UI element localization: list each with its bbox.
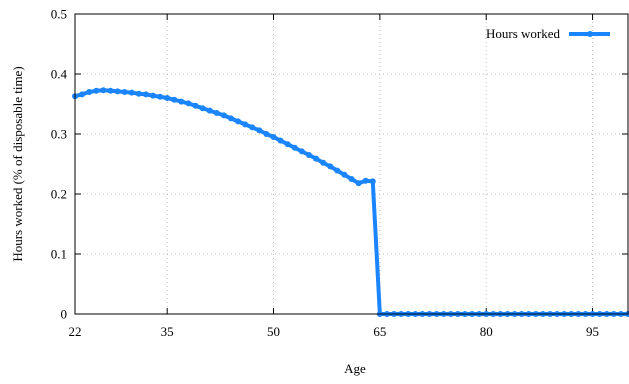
data-point — [263, 131, 270, 137]
data-point — [135, 90, 142, 97]
data-point — [114, 88, 121, 95]
data-point — [128, 89, 135, 96]
data-point — [227, 115, 234, 122]
y-tick-label: 0.4 — [51, 67, 68, 82]
data-point — [327, 163, 334, 170]
data-point — [284, 141, 291, 148]
x-tick-label: 22 — [69, 324, 82, 339]
data-point — [206, 107, 213, 114]
data-point — [348, 176, 355, 182]
data-point — [178, 98, 185, 105]
grid — [75, 14, 628, 314]
data-point — [362, 177, 369, 184]
data-point — [355, 180, 362, 187]
data-point — [291, 144, 298, 151]
legend-label: Hours worked — [486, 26, 561, 41]
y-tick-label: 0.5 — [51, 7, 67, 22]
y-axis-title: Hours worked (% of disposable time) — [10, 66, 25, 261]
data-point — [171, 96, 178, 103]
y-tick-label: 0.3 — [51, 127, 67, 142]
x-axis-title: Age — [344, 361, 366, 376]
data-point — [334, 167, 341, 174]
data-point — [86, 89, 93, 95]
data-point — [341, 171, 348, 178]
data-point — [213, 110, 220, 116]
data-point — [192, 102, 199, 109]
plot-frame — [74, 13, 629, 315]
data-point — [369, 178, 376, 185]
data-point — [185, 100, 192, 107]
data-point — [164, 95, 171, 101]
y-tick-label: 0 — [61, 307, 68, 322]
series-layer — [72, 87, 629, 317]
data-point — [242, 121, 249, 128]
data-point — [199, 105, 206, 112]
legend: Hours worked — [486, 26, 610, 41]
data-point — [142, 91, 149, 98]
data-point — [235, 118, 242, 125]
y-tick-label: 0.1 — [51, 247, 67, 262]
data-point — [270, 134, 277, 140]
data-point — [121, 89, 128, 95]
legend-marker — [587, 31, 593, 37]
data-point — [100, 87, 107, 94]
y-tick-label: 0.2 — [51, 187, 67, 202]
x-tick-label: 80 — [480, 324, 493, 339]
data-point — [107, 87, 114, 94]
x-tick-label: 35 — [161, 324, 174, 339]
data-point — [313, 155, 320, 162]
data-point — [93, 87, 100, 94]
x-tick-label: 65 — [373, 324, 386, 339]
x-tick-label: 50 — [267, 324, 280, 339]
data-point — [298, 148, 305, 155]
data-point — [149, 92, 156, 99]
series-line — [73, 88, 629, 316]
data-point — [249, 124, 256, 131]
data-point — [277, 137, 284, 144]
data-point — [79, 91, 86, 98]
data-point — [305, 152, 312, 158]
data-point — [157, 93, 164, 100]
data-point — [320, 159, 327, 166]
data-point — [220, 112, 227, 119]
data-point — [256, 127, 263, 134]
x-tick-label: 95 — [586, 324, 599, 339]
